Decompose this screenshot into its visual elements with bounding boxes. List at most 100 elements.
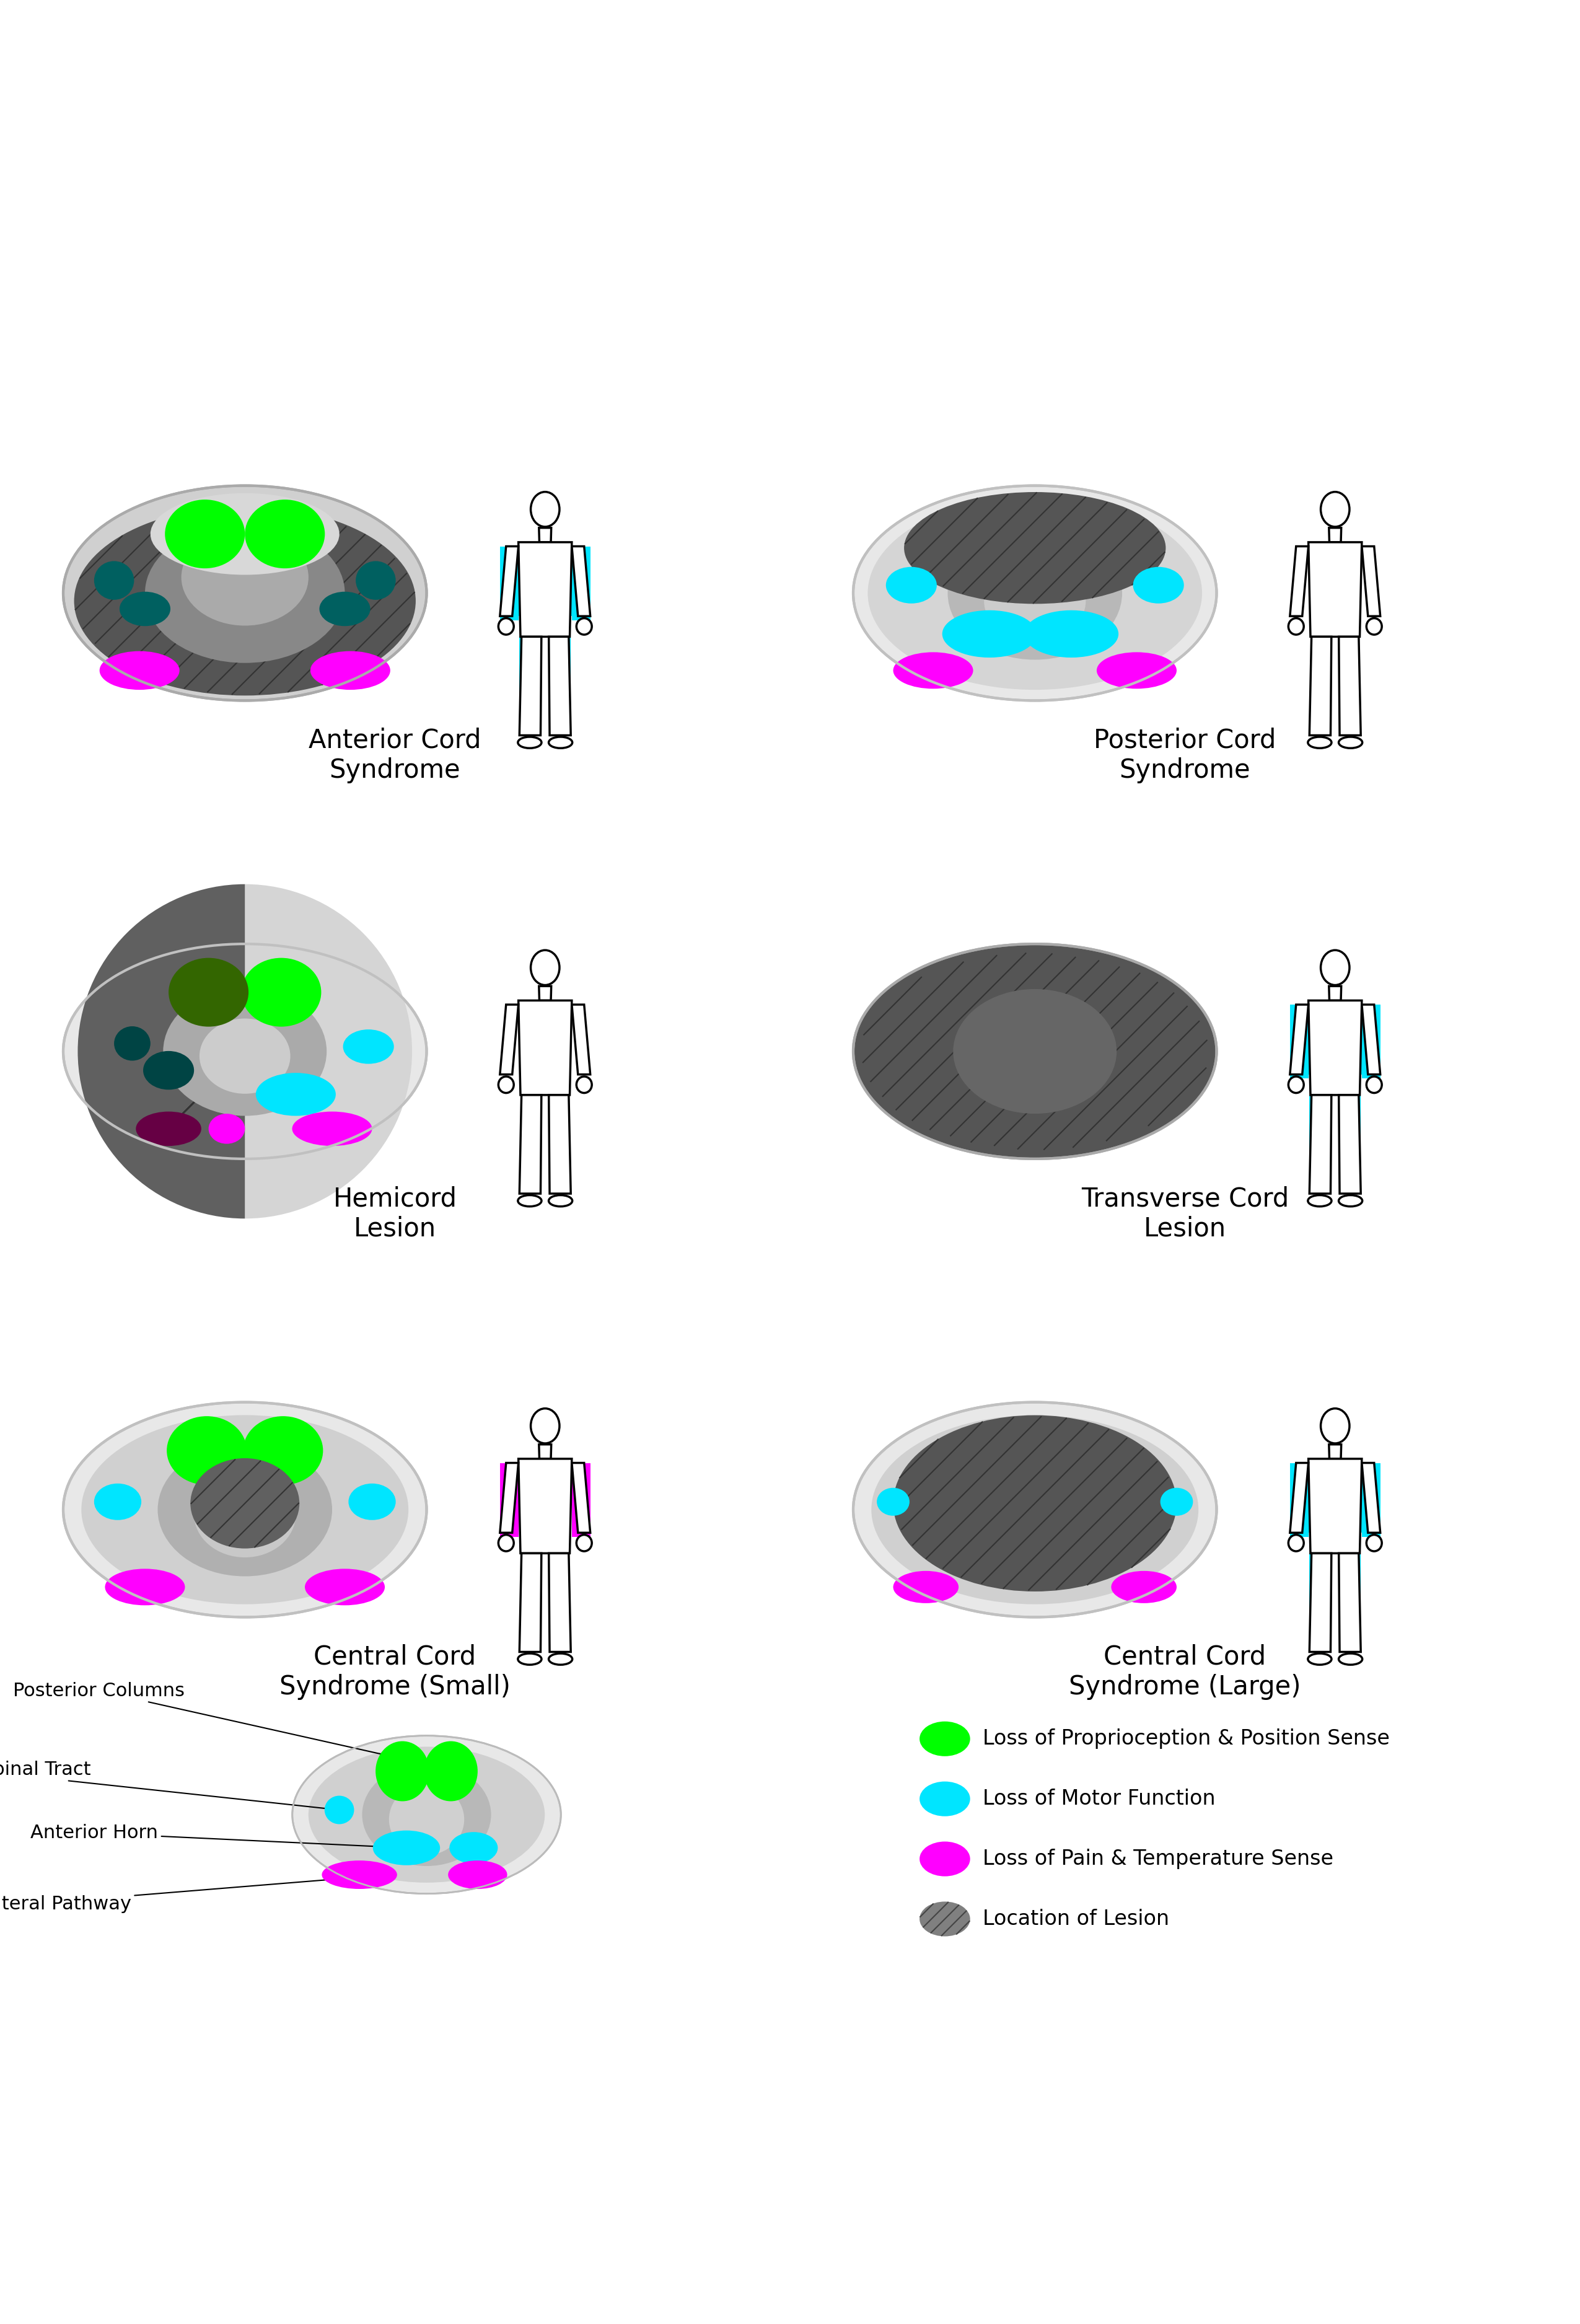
- Ellipse shape: [145, 523, 344, 662]
- Ellipse shape: [853, 486, 1217, 700]
- Polygon shape: [1362, 1462, 1381, 1536]
- Polygon shape: [1310, 1095, 1332, 1195]
- Polygon shape: [518, 541, 572, 637]
- Polygon shape: [1329, 528, 1341, 541]
- Ellipse shape: [498, 1534, 514, 1550]
- Ellipse shape: [376, 1741, 430, 1801]
- Ellipse shape: [853, 1401, 1217, 1618]
- Ellipse shape: [169, 957, 248, 1027]
- Ellipse shape: [1338, 737, 1362, 748]
- Ellipse shape: [104, 1569, 185, 1606]
- Polygon shape: [499, 546, 518, 621]
- Ellipse shape: [199, 1018, 291, 1095]
- Ellipse shape: [920, 1901, 970, 1936]
- Ellipse shape: [164, 500, 245, 569]
- Polygon shape: [572, 1004, 591, 1074]
- Ellipse shape: [349, 1483, 395, 1520]
- Ellipse shape: [167, 1415, 246, 1485]
- Ellipse shape: [577, 618, 592, 634]
- Ellipse shape: [322, 1862, 397, 1889]
- Polygon shape: [548, 1095, 570, 1195]
- Polygon shape: [1289, 1004, 1308, 1074]
- Ellipse shape: [1288, 618, 1304, 634]
- Text: Lateral Corticospinal Tract: Lateral Corticospinal Tract: [0, 1762, 337, 1813]
- Ellipse shape: [1338, 1195, 1362, 1206]
- Ellipse shape: [209, 1113, 245, 1143]
- Polygon shape: [518, 1002, 572, 1095]
- Ellipse shape: [1288, 1534, 1304, 1550]
- Polygon shape: [520, 637, 542, 734]
- Polygon shape: [520, 739, 542, 741]
- Ellipse shape: [194, 1471, 295, 1557]
- Polygon shape: [1338, 1197, 1360, 1202]
- Polygon shape: [1362, 1462, 1381, 1534]
- Polygon shape: [1308, 1459, 1362, 1552]
- Ellipse shape: [1111, 1571, 1177, 1604]
- Polygon shape: [1362, 546, 1381, 616]
- Text: Posterior Cord
Syndrome: Posterior Cord Syndrome: [1093, 727, 1277, 783]
- Ellipse shape: [953, 990, 1117, 1113]
- Ellipse shape: [1288, 618, 1304, 634]
- Text: Location of Lesion: Location of Lesion: [983, 1908, 1169, 1929]
- Polygon shape: [1310, 637, 1332, 734]
- Ellipse shape: [518, 1195, 542, 1206]
- Text: Anterolateral Pathway: Anterolateral Pathway: [0, 1873, 367, 1913]
- Polygon shape: [1329, 985, 1341, 1002]
- Text: Loss of Proprioception & Position Sense: Loss of Proprioception & Position Sense: [983, 1729, 1390, 1750]
- Polygon shape: [518, 1459, 572, 1552]
- Polygon shape: [1338, 1552, 1360, 1627]
- Ellipse shape: [362, 1764, 491, 1866]
- Ellipse shape: [920, 1841, 970, 1875]
- Polygon shape: [518, 541, 572, 616]
- Ellipse shape: [423, 1741, 477, 1801]
- Ellipse shape: [942, 611, 1036, 658]
- Ellipse shape: [1321, 951, 1349, 985]
- Polygon shape: [572, 1004, 591, 1074]
- Polygon shape: [499, 1004, 518, 1074]
- Ellipse shape: [81, 1415, 408, 1604]
- Ellipse shape: [518, 1195, 542, 1206]
- Polygon shape: [1308, 1002, 1362, 1074]
- Text: Anterior Cord
Syndrome: Anterior Cord Syndrome: [308, 727, 482, 783]
- Polygon shape: [1338, 1095, 1360, 1169]
- Ellipse shape: [531, 493, 559, 528]
- Ellipse shape: [531, 951, 559, 985]
- Polygon shape: [1338, 637, 1360, 734]
- Ellipse shape: [920, 1722, 970, 1757]
- Polygon shape: [1362, 546, 1381, 616]
- Polygon shape: [1289, 1462, 1308, 1536]
- Ellipse shape: [1160, 1487, 1193, 1515]
- Ellipse shape: [577, 1076, 592, 1092]
- Text: Loss of Pain & Temperature Sense: Loss of Pain & Temperature Sense: [983, 1848, 1334, 1868]
- Polygon shape: [548, 739, 570, 741]
- Text: Central Cord
Syndrome (Small): Central Cord Syndrome (Small): [280, 1643, 510, 1701]
- Ellipse shape: [1308, 737, 1332, 748]
- Ellipse shape: [324, 1796, 354, 1824]
- Polygon shape: [1308, 541, 1362, 637]
- Polygon shape: [572, 546, 591, 616]
- Ellipse shape: [886, 567, 937, 604]
- Ellipse shape: [1024, 611, 1119, 658]
- Polygon shape: [539, 528, 551, 541]
- Ellipse shape: [343, 1030, 393, 1064]
- Ellipse shape: [498, 618, 514, 634]
- Polygon shape: [539, 1446, 551, 1459]
- Ellipse shape: [877, 1487, 910, 1515]
- Polygon shape: [1338, 1095, 1360, 1195]
- Polygon shape: [1308, 1002, 1362, 1095]
- Ellipse shape: [63, 1401, 427, 1618]
- Polygon shape: [1289, 1462, 1308, 1534]
- Ellipse shape: [74, 507, 416, 695]
- Ellipse shape: [308, 1748, 545, 1882]
- Ellipse shape: [1367, 618, 1382, 634]
- Wedge shape: [77, 883, 245, 1218]
- Ellipse shape: [548, 1195, 572, 1206]
- Ellipse shape: [242, 957, 321, 1027]
- Ellipse shape: [190, 1457, 300, 1548]
- Ellipse shape: [518, 1652, 542, 1664]
- Ellipse shape: [1367, 1076, 1382, 1092]
- Polygon shape: [1362, 1004, 1381, 1078]
- Ellipse shape: [548, 1652, 572, 1664]
- Ellipse shape: [984, 560, 1085, 641]
- Ellipse shape: [449, 1831, 498, 1864]
